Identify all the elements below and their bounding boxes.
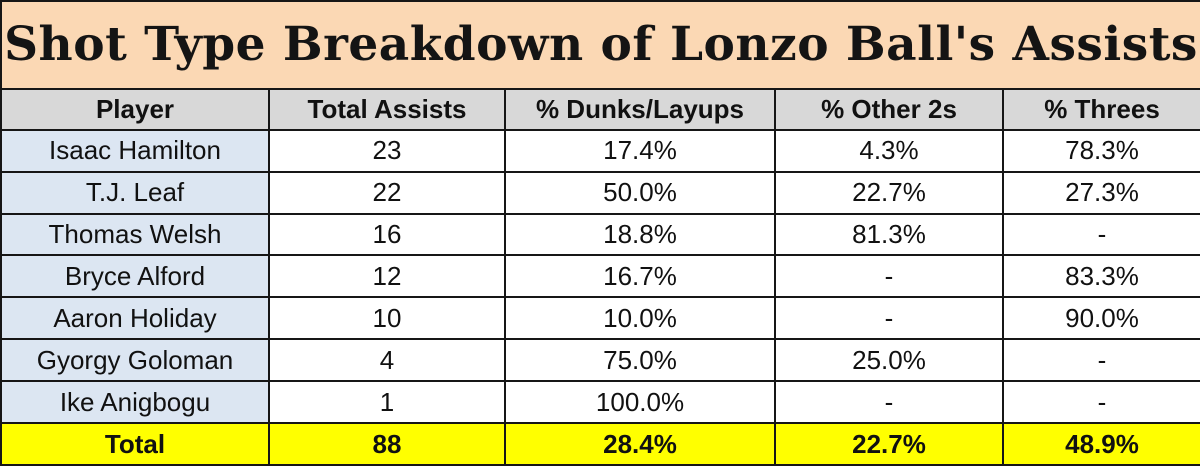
other-2s-cell: - xyxy=(774,254,1004,299)
other-2s-total-cell: 22.7% xyxy=(774,422,1004,466)
table-row: Bryce Alford 12 16.7% - 83.3% xyxy=(0,254,1200,299)
total-assists-cell: 12 xyxy=(268,254,506,299)
dunks-layups-cell: 18.8% xyxy=(504,212,776,257)
threes-cell: 27.3% xyxy=(1002,170,1200,215)
threes-cell: - xyxy=(1002,338,1200,383)
threes-cell: 78.3% xyxy=(1002,128,1200,173)
total-assists-cell: 10 xyxy=(268,296,506,341)
total-row: Total 88 28.4% 22.7% 48.9% xyxy=(0,422,1200,466)
threes-total-cell: 48.9% xyxy=(1002,422,1200,466)
other-2s-cell: 22.7% xyxy=(774,170,1004,215)
table-row: Isaac Hamilton 23 17.4% 4.3% 78.3% xyxy=(0,128,1200,173)
other-2s-cell: 4.3% xyxy=(774,128,1004,173)
dunks-layups-total-cell: 28.4% xyxy=(504,422,776,466)
column-header-other-2s: % Other 2s xyxy=(774,87,1004,131)
player-name-cell: T.J. Leaf xyxy=(0,170,270,215)
other-2s-cell: - xyxy=(774,380,1004,424)
page-title: Shot Type Breakdown of Lonzo Ball's Assi… xyxy=(0,0,1200,90)
table-header-row: Player Total Assists % Dunks/Layups % Ot… xyxy=(0,87,1200,131)
player-name-cell: Ike Anigbogu xyxy=(0,380,270,424)
title-row: Shot Type Breakdown of Lonzo Ball's Assi… xyxy=(0,0,1200,90)
dunks-layups-cell: 100.0% xyxy=(504,380,776,424)
total-assists-cell: 1 xyxy=(268,380,506,424)
dunks-layups-cell: 50.0% xyxy=(504,170,776,215)
dunks-layups-cell: 17.4% xyxy=(504,128,776,173)
threes-cell: - xyxy=(1002,212,1200,257)
player-name-cell: Gyorgy Goloman xyxy=(0,338,270,383)
total-assists-cell: 22 xyxy=(268,170,506,215)
total-assists-total-cell: 88 xyxy=(268,422,506,466)
table-row: T.J. Leaf 22 50.0% 22.7% 27.3% xyxy=(0,170,1200,215)
column-header-dunks-layups: % Dunks/Layups xyxy=(504,87,776,131)
dunks-layups-cell: 75.0% xyxy=(504,338,776,383)
player-name-cell: Thomas Welsh xyxy=(0,212,270,257)
player-name-cell: Isaac Hamilton xyxy=(0,128,270,173)
column-header-threes: % Threes xyxy=(1002,87,1200,131)
total-assists-cell: 23 xyxy=(268,128,506,173)
dunks-layups-cell: 16.7% xyxy=(504,254,776,299)
other-2s-cell: - xyxy=(774,296,1004,341)
table-row: Gyorgy Goloman 4 75.0% 25.0% - xyxy=(0,338,1200,383)
total-assists-cell: 16 xyxy=(268,212,506,257)
column-header-total-assists: Total Assists xyxy=(268,87,506,131)
other-2s-cell: 25.0% xyxy=(774,338,1004,383)
total-assists-cell: 4 xyxy=(268,338,506,383)
table-row: Thomas Welsh 16 18.8% 81.3% - xyxy=(0,212,1200,257)
player-name-cell: Bryce Alford xyxy=(0,254,270,299)
column-header-player: Player xyxy=(0,87,270,131)
threes-cell: 83.3% xyxy=(1002,254,1200,299)
player-name-cell: Aaron Holiday xyxy=(0,296,270,341)
threes-cell: - xyxy=(1002,380,1200,424)
table-row: Aaron Holiday 10 10.0% - 90.0% xyxy=(0,296,1200,341)
threes-cell: 90.0% xyxy=(1002,296,1200,341)
total-label-cell: Total xyxy=(0,422,270,466)
dunks-layups-cell: 10.0% xyxy=(504,296,776,341)
other-2s-cell: 81.3% xyxy=(774,212,1004,257)
table-row: Ike Anigbogu 1 100.0% - - xyxy=(0,380,1200,424)
